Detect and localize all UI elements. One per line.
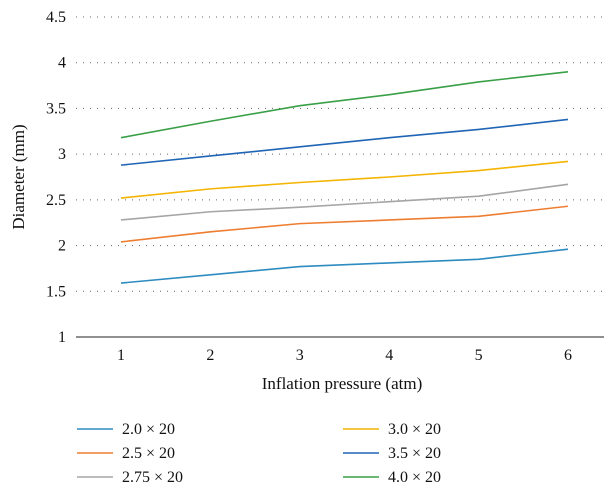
- y-tick-label: 3.5: [46, 100, 66, 117]
- y-tick-label: 1: [58, 329, 66, 346]
- legend-item: 3.0 × 20: [343, 421, 441, 438]
- x-tick-label: 1: [117, 347, 125, 364]
- legend-label: 2.5 × 20: [122, 445, 175, 462]
- legend: 2.0 × 20 2.5 × 20 2.75 × 20 3.0 × 20 3.5 × 2…: [77, 421, 441, 486]
- series-line: [121, 72, 568, 138]
- legend-label: 3.5 × 20: [388, 445, 441, 462]
- x-tick-label: 6: [564, 347, 572, 364]
- x-tick-label: 4: [385, 347, 393, 364]
- legend-label: 2.0 × 20: [122, 421, 175, 438]
- x-tick-label: 3: [296, 347, 304, 364]
- series-lines: [121, 72, 568, 283]
- y-tick-label: 2.5: [46, 192, 66, 209]
- x-tick-labels: 1 2 3 4 5 6: [117, 347, 572, 364]
- y-tick-label: 4.5: [46, 9, 66, 26]
- y-tick-labels: 1 1.5 2 2.5 3 3.5 4 4.5: [46, 9, 66, 346]
- y-axis-title: Diameter (mm): [9, 124, 28, 229]
- x-axis-title: Inflation pressure (atm): [262, 374, 423, 393]
- legend-item: 2.0 × 20: [77, 421, 175, 438]
- legend-label: 3.0 × 20: [388, 421, 441, 438]
- legend-label: 2.75 × 20: [122, 469, 183, 486]
- y-tick-label: 4: [58, 55, 66, 72]
- grid-lines: [76, 17, 604, 291]
- x-tick-label: 2: [206, 347, 214, 364]
- legend-item: 2.75 × 20: [77, 469, 183, 486]
- legend-item: 2.5 × 20: [77, 445, 175, 462]
- y-tick-label: 2: [58, 238, 66, 255]
- series-line: [121, 206, 568, 242]
- x-tick-label: 5: [475, 347, 483, 364]
- y-tick-label: 1.5: [46, 283, 66, 300]
- y-tick-label: 3: [58, 146, 66, 163]
- series-line: [121, 119, 568, 165]
- series-line: [121, 184, 568, 220]
- legend-item: 3.5 × 20: [343, 445, 441, 462]
- series-line: [121, 249, 568, 283]
- legend-item: 4.0 × 20: [343, 469, 441, 486]
- legend-label: 4.0 × 20: [388, 469, 441, 486]
